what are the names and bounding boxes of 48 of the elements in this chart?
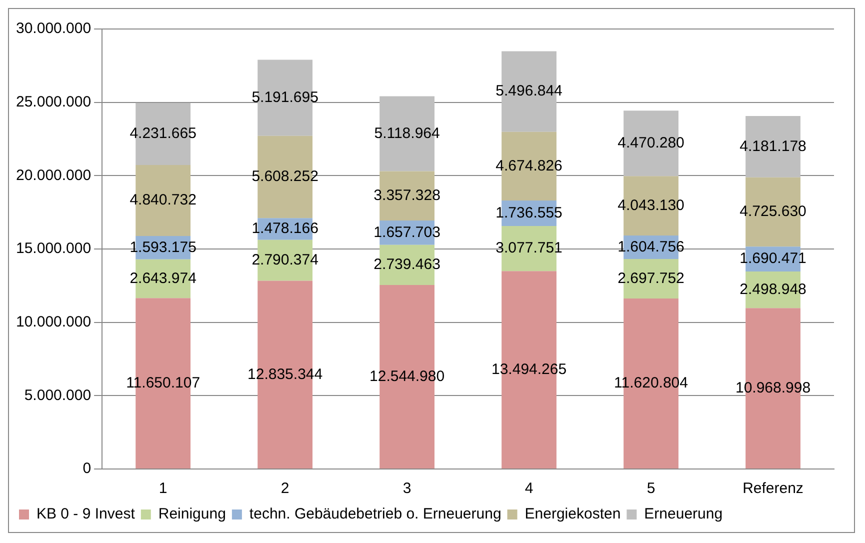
- legend-label: KB 0 - 9 Invest: [36, 506, 136, 523]
- data-label: 2.697.752: [618, 270, 684, 287]
- data-label: 4.231.665: [130, 125, 196, 142]
- data-label: 1.593.175: [130, 238, 196, 256]
- data-label: 11.650.107: [126, 374, 200, 392]
- data-label: 4.674.826: [496, 157, 562, 174]
- data-label: 2.739.463: [374, 256, 440, 274]
- data-label: 2.643.974: [130, 270, 196, 287]
- data-label: 1.657.703: [374, 224, 440, 241]
- y-tick-label: 30.000.000: [16, 20, 92, 38]
- data-label: 5.496.844: [496, 82, 562, 100]
- data-label: 2.790.374: [252, 251, 318, 268]
- data-label: 4.840.732: [130, 192, 196, 209]
- data-label: 1.690.471: [740, 250, 806, 268]
- legend-label: techn. Gebäudebetrieb o. Erneuerung: [249, 506, 502, 523]
- y-tick-label: 20.000.000: [16, 166, 92, 184]
- x-tick-label: Referenz: [742, 480, 804, 498]
- data-label: 4.043.130: [618, 196, 684, 214]
- data-label: 5.118.964: [374, 124, 440, 142]
- data-label: 5.191.695: [252, 88, 318, 106]
- y-tick-label: 10.000.000: [16, 313, 92, 330]
- data-label: 4.181.178: [740, 138, 806, 155]
- x-tick-label: 5: [646, 480, 656, 498]
- x-tick-label: 3: [402, 480, 412, 498]
- y-tick-label: 0: [82, 460, 92, 478]
- data-label: 13.494.265: [491, 360, 567, 378]
- data-label: 4.470.280: [618, 134, 684, 152]
- x-tick-label: 4: [524, 480, 534, 498]
- legend-label: Reinigung: [158, 506, 226, 523]
- data-label: 11.620.804: [614, 374, 688, 392]
- x-tick-label: 1: [158, 480, 168, 498]
- data-label: 3.357.328: [374, 187, 440, 204]
- data-label: 4.725.630: [740, 203, 806, 220]
- data-label: 12.835.344: [248, 366, 323, 383]
- data-label: 3.077.751: [496, 240, 562, 257]
- data-label: 2.498.948: [740, 280, 806, 298]
- data-label: 1.604.756: [618, 238, 684, 256]
- data-label: 12.544.980: [370, 368, 445, 385]
- data-label: 10.968.998: [735, 379, 811, 396]
- data-label: 1.736.555: [496, 204, 562, 222]
- legend-label: Erneuerung: [644, 506, 723, 523]
- y-tick-label: 25.000.000: [16, 93, 92, 110]
- x-tick-label: 2: [280, 480, 290, 498]
- data-label: 1.478.166: [252, 220, 318, 238]
- y-tick-label: 5.000.000: [24, 386, 92, 404]
- data-label: 5.608.252: [252, 168, 318, 186]
- legend-label: Energiekosten: [524, 506, 621, 523]
- y-tick-label: 15.000.000: [16, 240, 92, 258]
